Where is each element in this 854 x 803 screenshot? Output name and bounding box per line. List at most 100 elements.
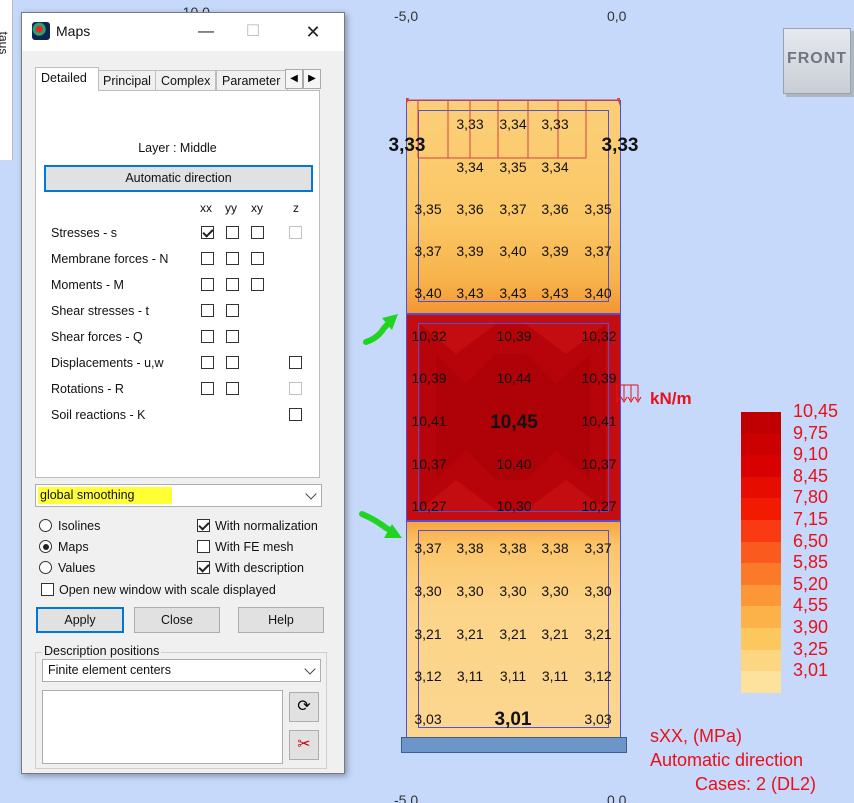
checkbox-with-normalization[interactable] <box>197 519 210 532</box>
checkbox-membrane-yy[interactable] <box>226 252 239 265</box>
close-button[interactable]: Close <box>134 607 220 633</box>
dialog-titlebar[interactable]: Maps — ☐ ✕ <box>22 13 344 51</box>
legend-swatch <box>741 563 781 585</box>
stress-value-label: 10,39 <box>581 370 617 386</box>
stress-value-label: 3,30 <box>499 583 527 599</box>
checkbox-membrane-xy[interactable] <box>251 252 264 265</box>
view-cube[interactable]: FRONT <box>783 28 851 94</box>
checkbox-shear-forces-yy[interactable] <box>226 330 239 343</box>
checkbox-soil-reactions-z[interactable] <box>289 408 302 421</box>
stress-value-label: 3,11 <box>499 668 527 684</box>
tab-scroll-right-icon[interactable]: ▶ <box>303 69 321 89</box>
legend-swatch <box>741 649 781 672</box>
legend-swatch <box>741 584 781 607</box>
tab-scroll-left-icon[interactable]: ◀ <box>285 69 303 89</box>
stress-value-label: 3,34 <box>456 159 484 175</box>
tab-principal[interactable]: Principal <box>97 70 157 91</box>
help-button[interactable]: Help <box>238 607 324 633</box>
checkbox-with-fe-mesh[interactable] <box>197 540 210 553</box>
checkbox-rotations-xx[interactable] <box>201 382 214 395</box>
checkbox-shear-forces-xx[interactable] <box>201 330 214 343</box>
stress-value-label: 3,35 <box>414 201 442 217</box>
stress-value-label: 3,37 <box>414 540 442 556</box>
stress-value-label: 3,39 <box>456 243 484 259</box>
legend-swatch <box>741 498 781 520</box>
checkbox-displacements-yy[interactable] <box>226 356 239 369</box>
legend-row: 10,45 <box>741 401 853 434</box>
row-label-displacements: Displacements - u,w <box>51 356 164 370</box>
scissors-icon[interactable]: ✂ <box>289 730 319 760</box>
stress-value-label: 10,32 <box>581 328 617 344</box>
stress-value-label: 3,12 <box>584 668 612 684</box>
app-icon <box>32 22 50 40</box>
tab-detailed[interactable]: Detailed <box>35 67 99 91</box>
panel-inner-outline-top <box>418 110 609 302</box>
stress-value-label: 3,21 <box>456 626 484 642</box>
automatic-direction-button[interactable]: Automatic direction <box>44 165 313 192</box>
maps-dialog[interactable]: Maps — ☐ ✕ Detailed Principal Complex Pa… <box>21 12 345 774</box>
tab-complex[interactable]: Complex <box>155 70 217 91</box>
apply-button[interactable]: Apply <box>36 607 124 633</box>
description-list[interactable] <box>42 690 283 764</box>
checkbox-displacements-xx[interactable] <box>201 356 214 369</box>
caption-quantity: sXX, (MPa) <box>650 726 743 746</box>
stress-value-label: 3,40 <box>584 285 612 301</box>
stress-value-label: 3,21 <box>499 626 527 642</box>
with-normalization-label: With normalization <box>215 519 318 533</box>
checkbox-moments-xy[interactable] <box>251 278 264 291</box>
checkbox-membrane-xx[interactable] <box>201 252 214 265</box>
chevron-down-icon <box>304 663 316 675</box>
checkbox-shear-stresses-xx[interactable] <box>201 304 214 317</box>
checkbox-with-description[interactable] <box>197 561 210 574</box>
row-label-stresses: Stresses - s <box>51 226 117 240</box>
stress-value-label: 10,37 <box>411 456 447 472</box>
legend-row: 5,20 <box>741 574 853 607</box>
checkbox-stresses-yy[interactable] <box>226 226 239 239</box>
top-load-markers <box>406 98 620 159</box>
close-icon[interactable]: ✕ <box>305 22 321 42</box>
stress-value-label: 10,37 <box>581 456 617 472</box>
checkbox-open-new-window[interactable] <box>41 583 54 596</box>
stress-value-label: 3,03 <box>414 711 442 727</box>
ruler-bottom-label: -5,0 <box>394 792 419 803</box>
stress-value-label: 3,37 <box>414 243 442 259</box>
legend-swatch <box>741 433 781 456</box>
caption-direction: Automatic direction <box>650 750 804 770</box>
legend-label: 3,25 <box>793 638 829 659</box>
stress-value-label: 10,41 <box>411 413 447 429</box>
checkbox-moments-yy[interactable] <box>226 278 239 291</box>
stress-value-label: 3,38 <box>499 540 527 556</box>
stress-value-label: 3,35 <box>584 201 612 217</box>
maximize-button: ☐ <box>245 23 261 40</box>
legend-row: 7,80 <box>741 487 853 520</box>
checkbox-moments-xx[interactable] <box>201 278 214 291</box>
refresh-icon[interactable]: ⟳ <box>289 692 319 722</box>
checkbox-shear-stresses-yy[interactable] <box>226 304 239 317</box>
side-panel-strip[interactable]: taus <box>0 0 13 160</box>
chevron-down-icon <box>305 488 317 500</box>
legend-label: 10,45 <box>793 401 839 421</box>
row-label-shear-stresses: Shear stresses - t <box>51 304 149 318</box>
layer-label: Layer : Middle <box>138 141 217 155</box>
load-unit-label: kN/m <box>650 389 692 408</box>
minimize-button[interactable]: — <box>198 23 214 40</box>
radio-values[interactable] <box>39 561 52 574</box>
radio-maps[interactable] <box>39 540 52 553</box>
legend-swatch <box>741 412 781 434</box>
stress-value-label: 3,36 <box>541 201 569 217</box>
radio-isolines[interactable] <box>39 519 52 532</box>
smoothing-select[interactable]: global smoothing <box>35 484 322 507</box>
stress-value-label: 3,11 <box>456 668 484 684</box>
checkbox-displacements-z[interactable] <box>289 356 302 369</box>
checkbox-rotations-yy[interactable] <box>226 382 239 395</box>
tab-parameters[interactable]: Parameter <box>216 70 288 91</box>
stress-value-label: 3,30 <box>584 583 612 599</box>
description-positions-select[interactable]: Finite element centers <box>42 659 321 682</box>
row-label-membrane-forces: Membrane forces - N <box>51 252 169 266</box>
checkbox-stresses-z <box>289 226 302 239</box>
wall-band-bottom <box>406 520 620 740</box>
row-label-shear-forces: Shear forces - Q <box>51 330 143 344</box>
stress-value-label: 3,43 <box>499 285 527 301</box>
checkbox-stresses-xy[interactable] <box>251 226 264 239</box>
checkbox-stresses-xx[interactable] <box>201 226 214 239</box>
